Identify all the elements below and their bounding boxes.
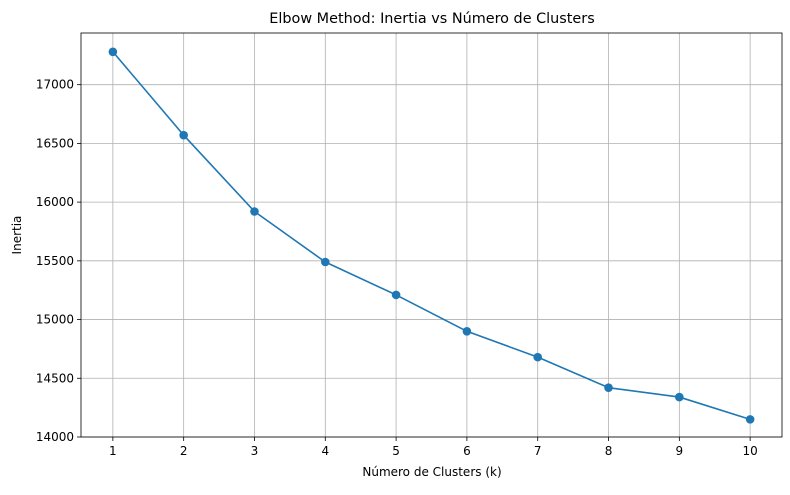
data-point [320, 257, 330, 267]
y-tick-label: 14500 [36, 371, 74, 385]
x-tick-label: 1 [109, 444, 117, 458]
y-tick-label: 17000 [36, 78, 74, 92]
data-point [745, 415, 755, 424]
series-line [112, 51, 751, 421]
data-point [179, 130, 188, 140]
y-tick-label: 14000 [36, 430, 74, 444]
series-group [108, 47, 755, 424]
data-point [391, 290, 401, 300]
x-tick-label: 4 [321, 444, 329, 458]
data-point [675, 392, 684, 402]
x-tick-label: 10 [742, 444, 757, 458]
y-axis: 14000 14500 15000 15500 16000 16500 17000 [36, 78, 81, 444]
x-tick-label: 5 [392, 444, 400, 458]
x-tick-label: 7 [534, 444, 542, 458]
chart-title: Elbow Method: Inertia vs Número de Clust… [269, 11, 594, 27]
x-tick-label: 2 [180, 444, 188, 458]
y-tick-label: 15000 [36, 313, 74, 327]
data-point [108, 47, 118, 57]
x-tick-label: 9 [676, 444, 684, 458]
x-tick-label: 8 [605, 444, 613, 458]
y-tick-label: 16500 [36, 136, 74, 150]
y-axis-label: Inertia [10, 216, 24, 255]
data-point [533, 352, 543, 362]
x-axis-label: Número de Clusters (k) [362, 465, 501, 479]
data-point [462, 327, 472, 336]
y-tick-label: 15500 [36, 254, 74, 268]
x-tick-label: 6 [463, 444, 471, 458]
x-tick-label: 3 [251, 444, 259, 458]
data-point [250, 207, 259, 216]
plot-frame [80, 32, 783, 438]
data-point [604, 383, 613, 392]
x-axis: 1 2 3 4 5 6 7 8 9 10 [109, 437, 758, 458]
y-tick-label: 16000 [36, 195, 74, 209]
